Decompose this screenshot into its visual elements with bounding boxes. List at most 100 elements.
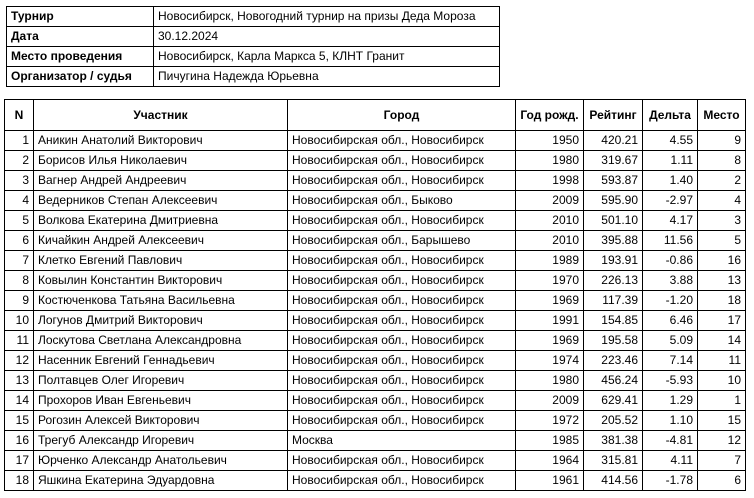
table-row: 3 Вагнер Андрей Андреевич Новосибирская об… [4,170,746,191]
cell-place: 6 [697,470,746,491]
cell-participant: Вагнер Андрей Андреевич [33,170,288,191]
cell-birth-year: 1974 [515,350,584,371]
cell-city: Новосибирская обл., Новосибирск [287,210,516,231]
tournament-info-table: Турнир Новосибирск, Новогодний турнир на … [6,6,500,87]
cell-city: Новосибирская обл., Новосибирск [287,470,516,491]
cell-number: 18 [4,470,34,491]
cell-delta: 6.46 [642,310,698,331]
info-row: Дата 30.12.2024 [6,26,500,47]
cell-delta: -1.20 [642,290,698,311]
cell-city: Новосибирская обл., Новосибирск [287,170,516,191]
cell-participant: Ведерников Степан Алексеевич [33,190,288,211]
cell-rating: 154.85 [583,310,643,331]
cell-number: 16 [4,430,34,451]
info-row: Турнир Новосибирск, Новогодний турнир на … [6,6,500,27]
cell-delta: 4.11 [642,450,698,471]
cell-place: 11 [697,350,746,371]
cell-participant: Логунов Дмитрий Викторович [33,310,288,331]
table-row: 15 Рогозин Алексей Викторович Новосибирска… [4,410,746,431]
cell-number: 14 [4,390,34,411]
cell-place: 3 [697,210,746,231]
cell-delta: 5.09 [642,330,698,351]
info-label: Дата [6,26,154,47]
cell-place: 7 [697,450,746,471]
cell-number: 5 [4,210,34,231]
cell-place: 4 [697,190,746,211]
cell-delta: 3.88 [642,270,698,291]
cell-delta: 11.56 [642,230,698,251]
table-row: 18 Яшкина Екатерина Эдуардовна Новосибирск… [4,470,746,491]
cell-rating: 193.91 [583,250,643,271]
info-value: Пичугина Надежда Юрьевна [153,66,500,87]
cell-rating: 501.10 [583,210,643,231]
info-label: Место проведения [6,46,154,67]
column-header-birth-year: Год рожд. [515,99,584,131]
column-header-city: Город [287,99,516,131]
cell-number: 10 [4,310,34,331]
table-row: 14 Прохоров Иван Евгеньевич Новосибирская … [4,390,746,411]
cell-city: Новосибирская обл., Новосибирск [287,390,516,411]
cell-city: Новосибирская обл., Новосибирск [287,250,516,271]
info-row: Место проведения Новосибирск, Карла Маркс… [6,46,500,67]
cell-city: Новосибирская обл., Новосибирск [287,350,516,371]
info-value: Новосибирск, Карла Маркса 5, КЛНТ Гранит [153,46,500,67]
table-row: 6 Кичайкин Андрей Алексеевич Новосибирская… [4,230,746,251]
cell-birth-year: 1964 [515,450,584,471]
cell-participant: Рогозин Алексей Викторович [33,410,288,431]
cell-rating: 456.24 [583,370,643,391]
table-row: 8 Ковылин Константин Викторович Новосибирс… [4,270,746,291]
cell-delta: 4.55 [642,130,698,151]
cell-rating: 117.39 [583,290,643,311]
cell-rating: 414.56 [583,470,643,491]
column-header-participant: Участник [33,99,288,131]
cell-participant: Аникин Анатолий Викторович [33,130,288,151]
cell-delta: 1.10 [642,410,698,431]
cell-rating: 205.52 [583,410,643,431]
results-table: N Участник Город Год рожд. Рейтинг Дельта Мест… [4,99,746,491]
cell-participant: Лоскутова Светлана Александровна [33,330,288,351]
cell-place: 17 [697,310,746,331]
cell-birth-year: 2009 [515,390,584,411]
cell-participant: Волкова Екатерина Дмитриевна [33,210,288,231]
table-row: 17 Юрченко Александр Анатольевич Новосибир… [4,450,746,471]
cell-birth-year: 1980 [515,370,584,391]
cell-city: Новосибирская обл., Новосибирск [287,270,516,291]
cell-delta: -0.86 [642,250,698,271]
cell-participant: Кичайкин Андрей Алексеевич [33,230,288,251]
cell-city: Новосибирская обл., Новосибирск [287,410,516,431]
cell-birth-year: 1969 [515,290,584,311]
cell-delta: 7.14 [642,350,698,371]
table-row: 10 Логунов Дмитрий Викторович Новосибирска… [4,310,746,331]
table-row: 12 Насенник Евгений Геннадьевич Новосибирс… [4,350,746,371]
cell-rating: 629.41 [583,390,643,411]
table-row: 16 Трегуб Александр Игоревич Москва 1985 381… [4,430,746,451]
cell-rating: 595.90 [583,190,643,211]
cell-place: 8 [697,150,746,171]
cell-number: 15 [4,410,34,431]
cell-birth-year: 1991 [515,310,584,331]
info-value: 30.12.2024 [153,26,500,47]
cell-place: 14 [697,330,746,351]
cell-participant: Костюченкова Татьяна Васильевна [33,290,288,311]
cell-participant: Прохоров Иван Евгеньевич [33,390,288,411]
cell-number: 17 [4,450,34,471]
table-row: 5 Волкова Екатерина Дмитриевна Новосибирск… [4,210,746,231]
cell-rating: 319.67 [583,150,643,171]
cell-birth-year: 1972 [515,410,584,431]
cell-city: Новосибирская обл., Новосибирск [287,130,516,151]
info-row: Организатор / судья Пичугина Надежда Юрье… [6,66,500,87]
cell-birth-year: 1989 [515,250,584,271]
cell-delta: 1.40 [642,170,698,191]
cell-rating: 593.87 [583,170,643,191]
cell-number: 12 [4,350,34,371]
cell-number: 1 [4,130,34,151]
cell-birth-year: 1985 [515,430,584,451]
table-row: 2 Борисов Илья Николаевич Новосибирская об… [4,150,746,171]
cell-participant: Ковылин Константин Викторович [33,270,288,291]
cell-city: Новосибирская обл., Новосибирск [287,150,516,171]
cell-place: 1 [697,390,746,411]
cell-birth-year: 2010 [515,210,584,231]
cell-participant: Борисов Илья Николаевич [33,150,288,171]
cell-city: Новосибирская обл., Быково [287,190,516,211]
cell-delta: 1.11 [642,150,698,171]
